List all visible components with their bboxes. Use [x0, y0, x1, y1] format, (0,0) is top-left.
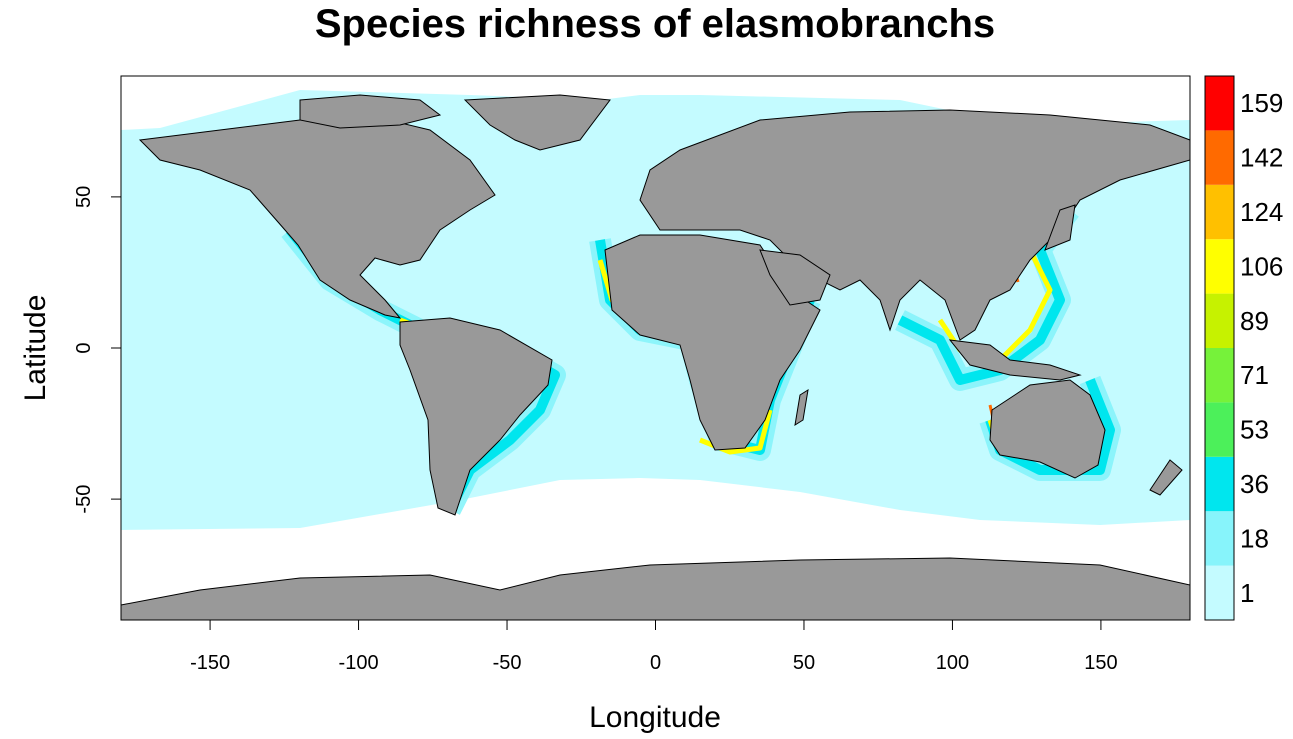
x-tick-label: 100 [936, 652, 969, 674]
legend-label: 1 [1240, 578, 1254, 608]
y-axis-title: Latitude [19, 295, 52, 402]
legend-swatch [1205, 565, 1234, 620]
map-title: Species richness of elasmobranchs [314, 2, 996, 46]
legend-swatch [1205, 402, 1234, 457]
x-axis: -150 -100 -50 0 50 100 150 [190, 619, 1118, 674]
color-legend: 1 18 36 53 71 89 106 124 142 159 [1204, 75, 1283, 621]
land-australia [989, 379, 1106, 479]
x-tick-label: 150 [1084, 652, 1117, 674]
y-tick-label: 50 [73, 186, 95, 208]
legend-label: 89 [1240, 306, 1269, 336]
legend-swatch [1205, 184, 1234, 240]
plot-area [120, 75, 1191, 621]
no-data-region-arctic [121, 76, 1190, 130]
land-arctic-islands [299, 94, 442, 129]
legend-swatch [1205, 239, 1234, 294]
x-axis-title: Longitude [589, 701, 721, 734]
land-arabia [759, 249, 831, 306]
land-new-zealand [1149, 459, 1183, 496]
legend-swatch [1205, 456, 1234, 512]
x-tick-label: 50 [793, 652, 815, 674]
land-sea-islands [948, 339, 1082, 381]
land-greenland [463, 94, 611, 151]
legend-label: 71 [1240, 360, 1269, 390]
legend-swatch [1205, 511, 1234, 566]
legend-label: 53 [1240, 415, 1269, 445]
land-masses [120, 94, 1191, 621]
x-tick-label: -150 [190, 652, 230, 674]
y-axis: 50 0 -50 [73, 186, 122, 514]
legend-label: 18 [1240, 523, 1269, 553]
legend-label: 36 [1240, 469, 1269, 499]
legend-label: 159 [1240, 88, 1283, 118]
y-tick-label: -50 [73, 485, 95, 514]
x-tick-label: -100 [339, 652, 379, 674]
x-tick-label: -50 [493, 652, 522, 674]
land-north-america [138, 117, 496, 319]
x-tick-label: 0 [650, 652, 661, 674]
legend-swatch [1205, 130, 1234, 185]
legend-label: 124 [1240, 197, 1283, 227]
legend-swatch [1205, 293, 1234, 348]
land-japan [1044, 204, 1076, 251]
legend-swatch [1205, 76, 1234, 131]
y-tick-label: 0 [73, 342, 95, 353]
legend-frame [1204, 75, 1235, 621]
land-madagascar [794, 388, 809, 427]
land-south-america [399, 317, 553, 516]
legend-swatch [1205, 348, 1234, 403]
legend-label: 106 [1240, 251, 1283, 281]
land-africa [604, 234, 821, 451]
legend-label: 142 [1240, 143, 1283, 173]
